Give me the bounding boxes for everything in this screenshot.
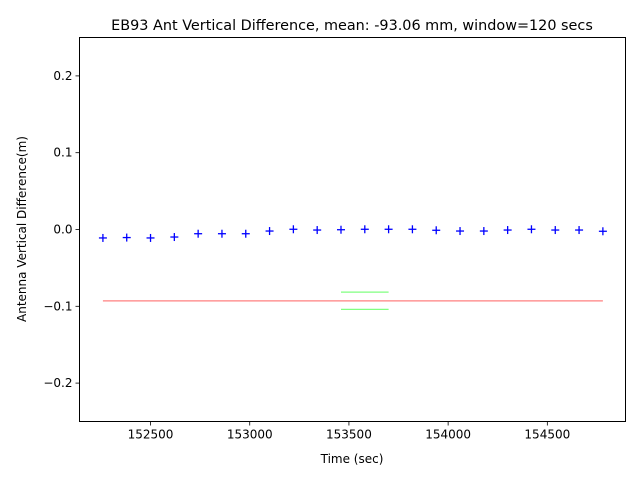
data-point <box>170 233 179 242</box>
y-tick-label: −0.2 <box>43 376 72 390</box>
data-point <box>527 225 536 234</box>
data-point <box>575 226 584 235</box>
data-point <box>432 226 441 235</box>
x-tick-label: 153500 <box>326 428 372 442</box>
x-axis-label: Time (sec) <box>320 452 384 466</box>
data-point <box>313 226 322 235</box>
chart-title: EB93 Ant Vertical Difference, mean: -93.… <box>111 18 593 34</box>
data-point <box>336 225 345 234</box>
data-point <box>479 227 488 236</box>
data-point <box>289 225 298 234</box>
x-tick-label: 152500 <box>128 428 174 442</box>
data-point <box>217 229 226 238</box>
y-tick-label: 0.0 <box>53 223 72 237</box>
data-point <box>384 225 393 234</box>
data-point <box>598 227 607 236</box>
x-tick-label: 154500 <box>524 428 570 442</box>
axes-frame <box>79 37 626 422</box>
x-tick-label: 153000 <box>227 428 273 442</box>
x-axis: 152500 153000 153500 154000 154500 <box>128 421 570 442</box>
data-point <box>146 233 155 242</box>
y-tick-label: −0.1 <box>43 299 72 313</box>
data-point <box>408 225 417 234</box>
data-point <box>241 229 250 238</box>
data-point <box>194 229 203 238</box>
plot-area <box>98 225 607 310</box>
data-point <box>122 233 131 242</box>
y-tick-label: 0.1 <box>53 146 72 160</box>
y-tick-label: 0.2 <box>53 69 72 83</box>
data-point <box>360 225 369 234</box>
data-point <box>503 226 512 235</box>
x-tick-label: 154000 <box>425 428 471 442</box>
data-point <box>551 226 560 235</box>
y-axis-label: Antenna Vertical Difference(m) <box>15 136 29 322</box>
data-point <box>456 227 465 236</box>
y-axis: −0.2 −0.1 0.0 0.1 0.2 <box>43 69 80 390</box>
data-point <box>265 227 274 236</box>
data-point <box>98 233 107 242</box>
